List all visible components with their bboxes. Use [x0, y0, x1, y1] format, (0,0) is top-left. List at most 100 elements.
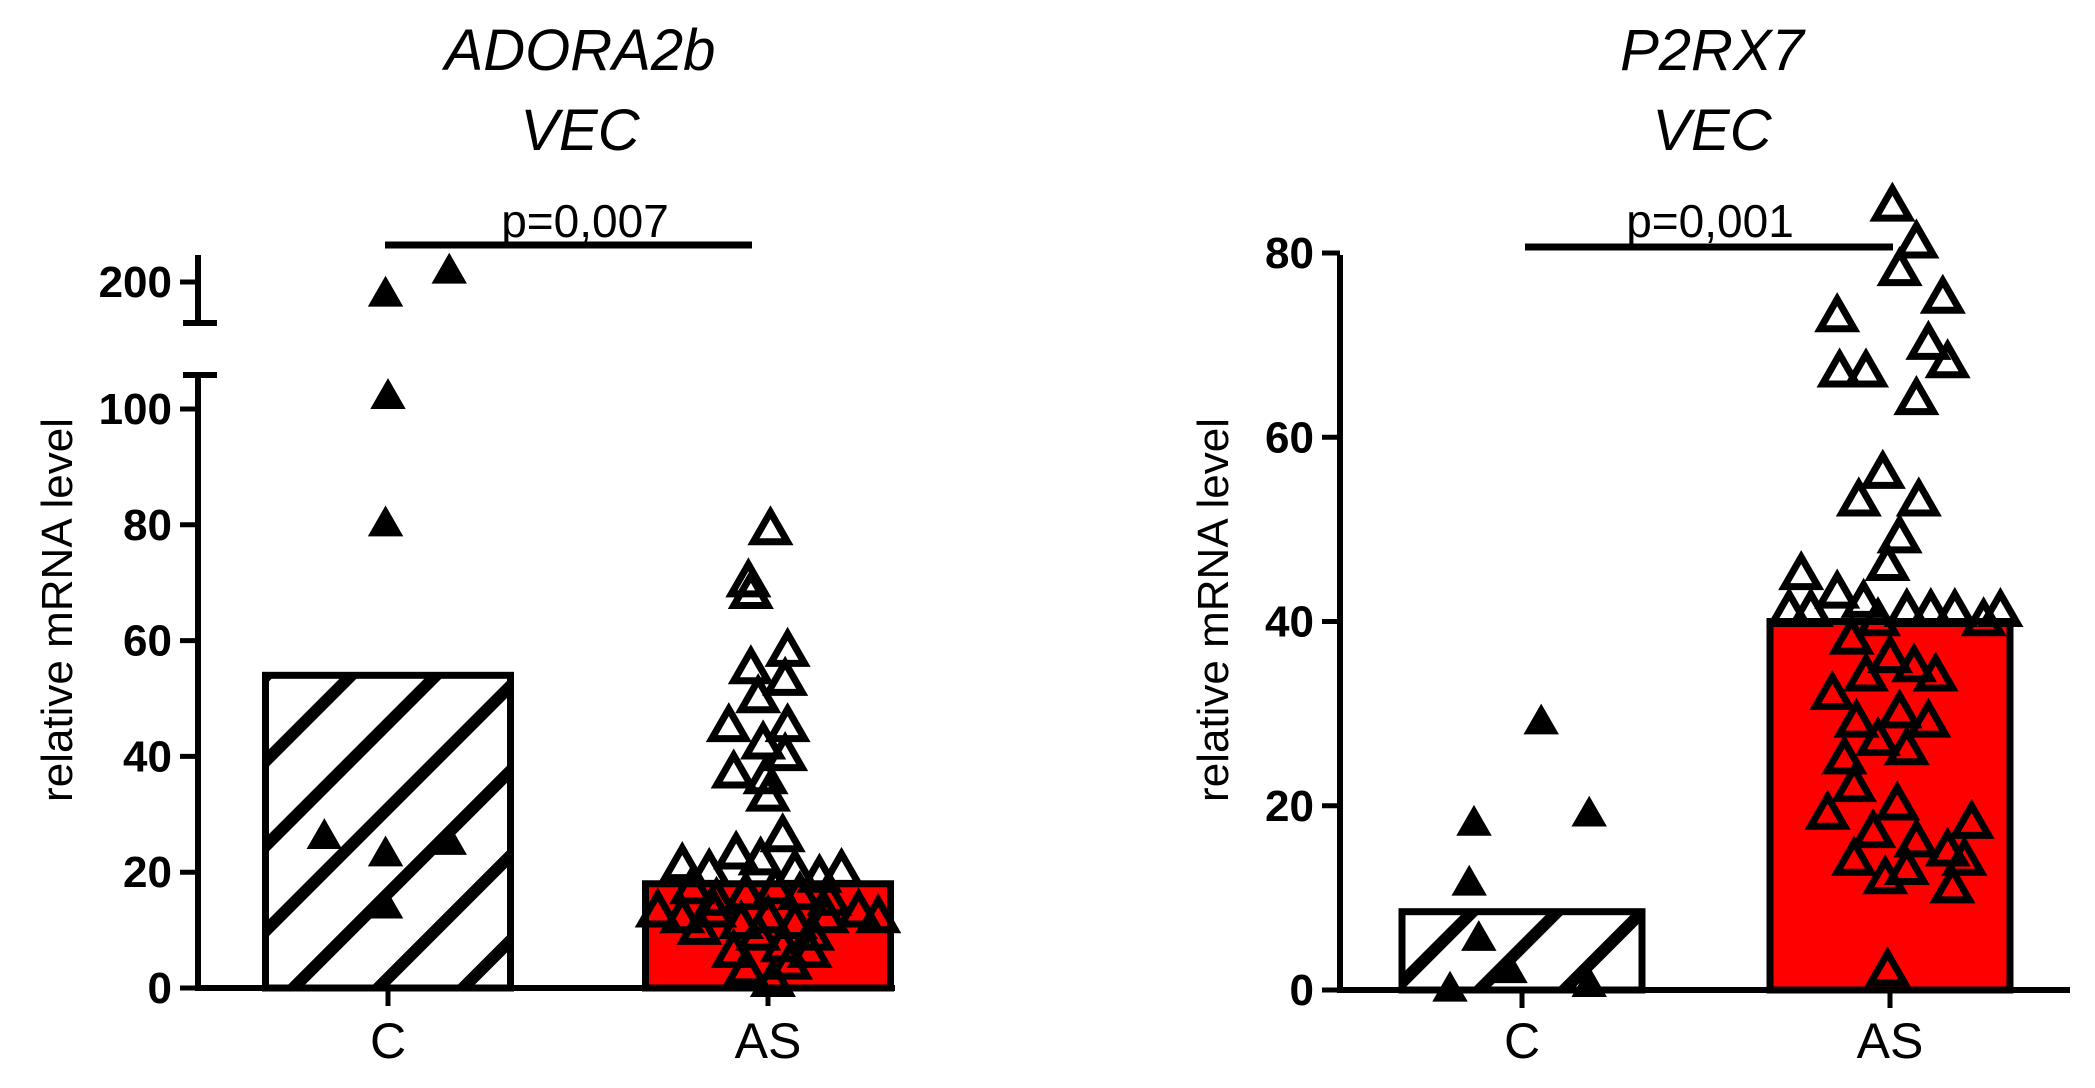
chart2-point-as-38 — [1830, 761, 1878, 803]
chart2-point-as-10 — [1859, 448, 1906, 489]
chart1-point-c-4 — [306, 818, 343, 850]
chart1-point-as-31 — [718, 898, 765, 940]
chart1-point-c-1 — [431, 252, 467, 284]
chart1-x-tick-as: AS — [735, 1013, 802, 1069]
chart2-point-as-43 — [1924, 826, 1971, 867]
chart2-point-as-9 — [1924, 338, 1971, 379]
chart2-point-as-12 — [1895, 476, 1942, 517]
chart1-point-as-10 — [762, 731, 809, 772]
chart2-point-as-4 — [1919, 273, 1966, 314]
chart1-point-as-42 — [786, 927, 833, 968]
chart2-point-c-1 — [1571, 795, 1607, 827]
chart2-point-as-2 — [1876, 246, 1923, 287]
chart2-point-as-23 — [1931, 586, 1978, 628]
chart2-point-c-3 — [1451, 864, 1487, 896]
chart1-point-as-35 — [835, 887, 882, 928]
chart1-point-as-40 — [710, 927, 757, 968]
chart2-point-as-49 — [1941, 835, 1988, 876]
chart2-point-c-0 — [1523, 703, 1559, 735]
chart1-y-tick-label-20: 20 — [123, 848, 172, 897]
chart2-y-tick-label-80: 80 — [1265, 229, 1314, 278]
chart1-point-as-23 — [693, 875, 740, 916]
chart2-point-as-50 — [1864, 946, 1911, 987]
chart2-point-as-14 — [1864, 540, 1911, 581]
chart1-point-as-26 — [776, 869, 823, 911]
chart1-point-as-11 — [710, 748, 757, 789]
chart2-point-as-35 — [1854, 715, 1902, 757]
chart2-point-as-11 — [1835, 476, 1882, 517]
chart2-y-tick-label-20: 20 — [1265, 782, 1314, 831]
chart2-point-as-28 — [1890, 642, 1938, 683]
chart2-point-as-1 — [1893, 218, 1940, 259]
chart1-point-as-22 — [669, 864, 716, 905]
chart2-point-as-29 — [1842, 651, 1890, 692]
chart2-y-tick-label-40: 40 — [1265, 598, 1314, 647]
chart1-point-as-27 — [806, 875, 853, 916]
chart2-point-c-7 — [1571, 966, 1607, 997]
chart1-y-tick-label-0: 0 — [148, 964, 172, 1013]
chart1-point-as-9 — [740, 719, 787, 760]
chart2-point-as-39 — [1804, 789, 1851, 830]
chart2-point-as-41 — [1874, 780, 1921, 821]
chart1-y-tick-label-200: 200 — [99, 258, 172, 307]
chart1-point-as-17 — [713, 829, 760, 870]
chart1-point-as-24 — [722, 869, 769, 911]
chart2-y-tick-label-60: 60 — [1265, 413, 1314, 462]
chart1-point-c-5 — [367, 835, 404, 867]
chart1-point-as-13 — [744, 771, 792, 812]
chart2-point-as-13 — [1876, 513, 1923, 554]
chart2-point-as-8 — [1893, 375, 1940, 416]
chart2-title-line1: P2RX7 — [1620, 18, 1807, 83]
chart2-point-as-48 — [1929, 863, 1976, 904]
chart1-point-as-12 — [742, 754, 789, 795]
chart2-point-as-21 — [1883, 586, 1930, 628]
chart2-point-as-33 — [1833, 697, 1880, 738]
chart2-point-c-4 — [1461, 920, 1497, 951]
chart1-point-c-0 — [367, 275, 404, 307]
chart1-point-as-36 — [855, 893, 902, 934]
chart2-x-tick-as: AS — [1857, 1013, 1924, 1069]
chart1-point-as-1 — [725, 557, 772, 598]
chart2-point-as-47 — [1883, 844, 1930, 885]
chart2-point-as-17 — [1840, 577, 1887, 618]
chart2-point-c-2 — [1456, 804, 1492, 836]
chart1-title-line2: VEC — [520, 98, 640, 163]
chart2-point-as-6 — [1816, 347, 1863, 388]
chart2-point-as-16 — [1814, 568, 1861, 609]
chart1-title-line1: ADORA2b — [442, 18, 716, 83]
chart1-point-as-8 — [764, 702, 811, 743]
chart1-y-tick-label-100: 100 — [99, 385, 172, 434]
chart2-point-as-26 — [1828, 614, 1875, 655]
chart1-point-as-21 — [818, 846, 865, 887]
chart2-point-as-30 — [1912, 651, 1959, 692]
chart1-x-tick-c: C — [370, 1013, 406, 1069]
chart1-point-as-6 — [735, 673, 782, 714]
chart1-point-as-15 — [659, 841, 706, 882]
chart2-point-as-25 — [1977, 586, 2024, 628]
chart2-point-as-31 — [1809, 669, 1856, 710]
chart1-point-as-5 — [762, 655, 809, 696]
chart2-point-as-5 — [1905, 319, 1952, 360]
chart1-point-as-18 — [737, 835, 784, 876]
chart1-point-c-7 — [367, 887, 404, 919]
chart1-point-as-34 — [803, 893, 850, 934]
chart1-point-c-2 — [370, 378, 406, 409]
chart1-point-c-6 — [431, 823, 467, 855]
chart1-point-as-14 — [759, 812, 806, 853]
chart2-point-as-37 — [1883, 725, 1930, 766]
chart1-point-as-3 — [764, 626, 811, 667]
chart1-point-as-33 — [771, 898, 818, 940]
chart1-point-as-28 — [634, 887, 681, 928]
chart2-y-axis-label: relative mRNA level — [1189, 418, 1238, 802]
chart1-point-as-2 — [727, 568, 774, 609]
chart2-point-as-36 — [1821, 734, 1868, 775]
chart2-pvalue-label: p=0,001 — [1626, 195, 1794, 247]
chart1-y-tick-label-60: 60 — [123, 617, 172, 666]
chart1-point-as-0 — [747, 505, 794, 546]
chart1-point-c-3 — [367, 505, 404, 537]
chart2-title-line2: VEC — [1652, 98, 1772, 163]
chart2-point-as-18 — [1766, 586, 1813, 628]
chart1-point-as-39 — [789, 910, 836, 951]
